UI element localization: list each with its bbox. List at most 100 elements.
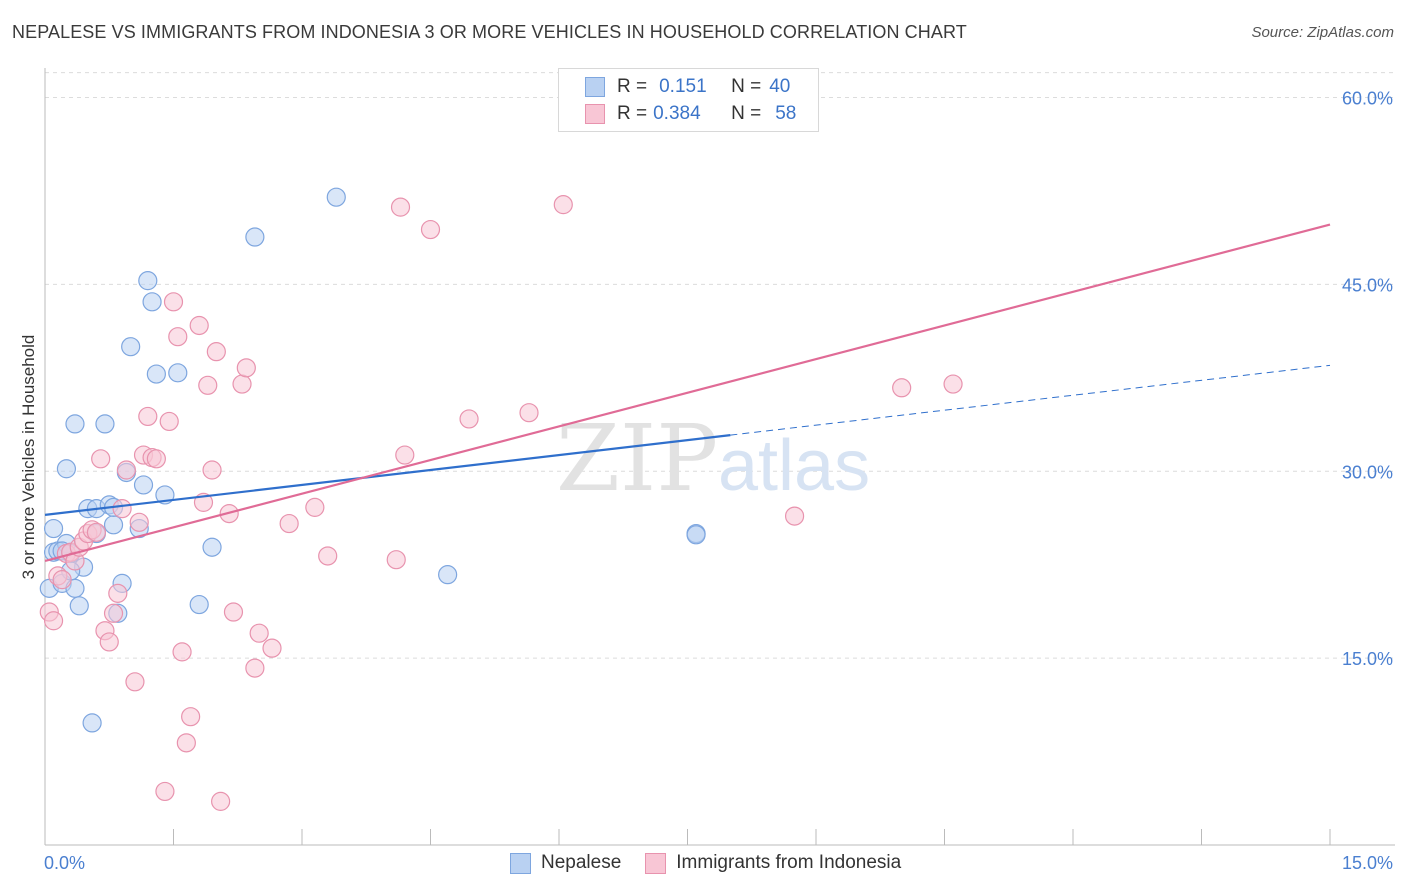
point-indonesia: [155, 781, 175, 802]
y-tick-label: 60.0%: [1342, 89, 1393, 109]
legend-r-label: R =: [617, 76, 648, 97]
point-indonesia: [181, 707, 201, 727]
data-points: [39, 187, 963, 811]
point-indonesia: [223, 602, 244, 622]
watermark-atlas: atlas: [718, 426, 870, 506]
chart-title: NEPALESE VS IMMIGRANTS FROM INDONESIA 3 …: [12, 22, 967, 42]
point-indonesia: [163, 292, 184, 312]
point-indonesia: [159, 411, 179, 432]
point-indonesia: [279, 513, 299, 534]
point-indonesia: [189, 315, 209, 336]
point-indonesia: [390, 197, 411, 217]
legend-item-indonesia[interactable]: Immigrants from Indonesia: [645, 852, 901, 874]
point-indonesia: [305, 497, 325, 517]
point-nepalese: [146, 364, 166, 384]
trend-line-indonesia: [44, 223, 1331, 563]
point-nepalese: [95, 414, 115, 434]
legend-swatch-indonesia: [585, 104, 605, 124]
legend-r-value: 0.384: [653, 103, 701, 124]
point-indonesia: [116, 460, 136, 480]
point-nepalese: [202, 537, 222, 557]
y-tick-label: 45.0%: [1342, 275, 1393, 295]
point-indonesia: [318, 546, 338, 566]
point-nepalese: [65, 414, 85, 434]
point-indonesia: [420, 219, 441, 240]
point-indonesia: [459, 409, 479, 429]
point-indonesia: [232, 374, 252, 394]
point-indonesia: [86, 522, 107, 542]
legend-row-indonesia: R = 0.384 N = 58: [585, 101, 796, 127]
point-nepalese: [438, 565, 458, 585]
point-indonesia: [108, 583, 128, 603]
point-indonesia: [99, 632, 119, 652]
point-indonesia: [262, 638, 282, 658]
point-indonesia: [202, 460, 222, 480]
point-nepalese: [69, 596, 89, 616]
point-indonesia: [784, 506, 805, 526]
point-nepalese: [142, 292, 162, 312]
point-nepalese: [103, 515, 124, 535]
legend-row-nepalese: R = 0.151 N = 40: [585, 74, 790, 100]
point-indonesia: [43, 611, 64, 631]
point-indonesia: [198, 375, 218, 395]
legend-label-nepalese: Nepalese: [541, 852, 622, 873]
watermark-zip: ZIP: [556, 405, 718, 512]
correlation-legend: R = 0.151 N = 40 R = 0.384 N = 58: [558, 68, 819, 132]
point-indonesia: [519, 403, 539, 423]
legend-swatch-indonesia: [645, 852, 667, 874]
tick-labels: 15.0% 30.0% 45.0% 60.0% 0.0% 15.0%: [44, 89, 1393, 874]
point-indonesia: [138, 406, 158, 427]
x-tick-label: 15.0%: [1342, 853, 1393, 873]
point-indonesia: [172, 642, 192, 662]
point-indonesia: [943, 374, 963, 394]
point-nepalese: [245, 227, 265, 247]
point-indonesia: [245, 658, 265, 678]
point-nepalese: [133, 475, 154, 495]
x-tick-label: 0.0%: [44, 853, 85, 873]
series-legend: Nepalese Immigrants from Indonesia: [510, 852, 925, 874]
legend-swatch-nepalese: [510, 852, 531, 874]
legend-n-value: 58: [775, 103, 797, 124]
point-indonesia: [249, 623, 269, 643]
y-tick-label: 30.0%: [1342, 462, 1393, 482]
point-indonesia: [91, 449, 111, 469]
legend-n-value: 40: [769, 76, 791, 97]
point-indonesia: [112, 499, 132, 519]
point-nepalese: [121, 337, 141, 357]
point-indonesia: [206, 342, 226, 362]
point-indonesia: [553, 195, 573, 215]
point-indonesia: [892, 378, 912, 398]
point-indonesia: [386, 550, 406, 570]
legend-label-indonesia: Immigrants from Indonesia: [676, 852, 902, 873]
legend-n-label: N =: [731, 76, 762, 97]
point-indonesia: [176, 733, 196, 753]
trend-extension-nepalese: [730, 364, 1331, 436]
axes: [44, 68, 1395, 846]
point-indonesia: [52, 570, 72, 590]
point-nepalese: [56, 459, 77, 479]
point-nepalese: [168, 363, 188, 383]
point-nepalese: [189, 594, 209, 615]
point-indonesia: [125, 672, 145, 692]
point-nepalese: [326, 187, 346, 207]
point-nepalese: [43, 518, 64, 539]
point-indonesia: [146, 449, 166, 469]
point-indonesia: [129, 512, 149, 532]
trend-lines: [44, 223, 1331, 563]
legend-swatch-nepalese: [585, 77, 605, 97]
point-nepalese: [82, 713, 102, 733]
legend-item-nepalese[interactable]: Nepalese: [510, 852, 621, 874]
legend-n-label: N =: [731, 103, 762, 124]
point-nepalese: [138, 271, 158, 291]
legend-r-value: 0.151: [659, 76, 707, 97]
trend-line-nepalese: [44, 434, 731, 516]
point-indonesia: [236, 358, 256, 378]
point-indonesia: [103, 603, 124, 623]
legend-r-label: R =: [617, 103, 648, 124]
point-indonesia: [395, 445, 415, 465]
point-nepalese: [686, 525, 706, 545]
point-indonesia: [211, 791, 231, 811]
source-note: Source: ZipAtlas.com: [1251, 24, 1394, 41]
point-indonesia: [168, 327, 188, 347]
